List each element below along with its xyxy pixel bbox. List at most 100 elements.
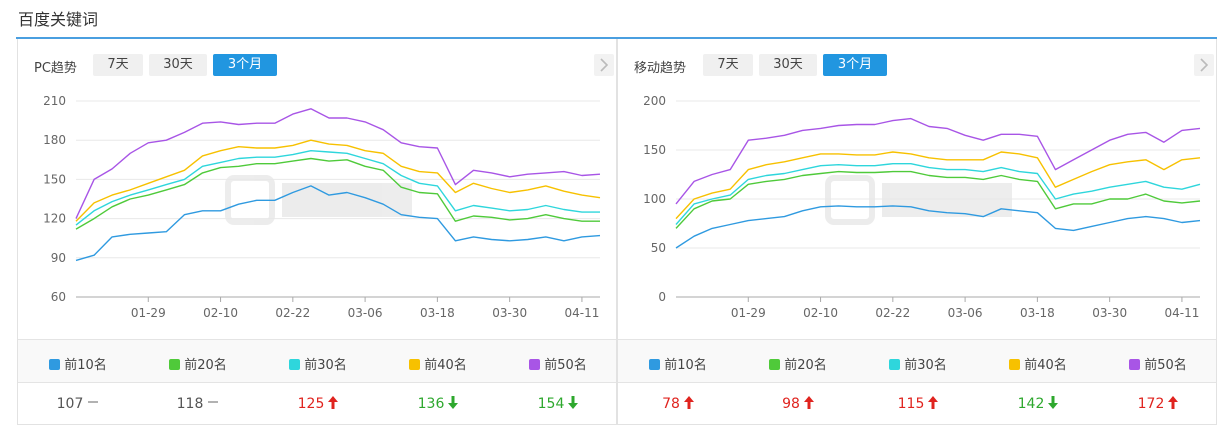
legend: 前10名 前20名 前30名 前40名 前50名 [18,339,616,383]
value-top30: 125 [258,396,378,413]
series-line-top40 [75,139,601,222]
trend-chart: 60 90 120 150 180 210 01-29 02-10 02-22 03-06 03-1… [43,94,601,320]
x-tick-label: 03-30 [492,306,527,320]
x-tick-label: 01-29 [731,306,766,320]
x-tick-label: 03-06 [948,306,983,320]
legend-swatch [889,359,901,370]
panel-header: PC趋势 7天 30天 3个月 [18,39,616,83]
current-values: 107 118 125 136 154 [18,383,616,425]
y-tick-label: 150 [43,172,66,186]
y-tick-label: 0 [658,290,666,304]
legend-label: 前50名 [544,358,587,373]
legend-item-top50[interactable]: 前50名 [1098,354,1217,373]
legend-swatch [169,359,181,370]
value-top50: 154 [498,396,618,413]
series-line-top30 [675,162,1201,225]
value-number: 98 [782,396,800,412]
legend-item-top30[interactable]: 前30名 [258,354,378,373]
value-number: 136 [417,396,445,412]
value-number: 107 [56,396,84,412]
legend-label: 前20名 [784,358,827,373]
legend-label: 前40名 [424,358,467,373]
legend-item-top30[interactable]: 前30名 [858,354,978,373]
arrow-down-icon [1048,396,1059,413]
chevron-right-icon [1200,58,1209,72]
range-button-2[interactable]: 3个月 [213,54,277,76]
legend-label: 前20名 [184,358,227,373]
value-top10: 107 [18,396,138,413]
x-tick-label: 02-22 [275,306,310,320]
page-title: 百度关键词 [18,10,99,29]
value-number: 115 [897,396,925,412]
value-top50: 172 [1098,396,1217,413]
legend-item-top20[interactable]: 前20名 [138,354,258,373]
series-line-top20 [675,170,1201,229]
legend-item-top50[interactable]: 前50名 [498,354,618,373]
y-tick-label: 60 [51,290,66,304]
range-button-1[interactable]: 30天 [759,54,817,76]
legend-item-top10[interactable]: 前10名 [18,354,138,373]
x-tick-label: 03-30 [1092,306,1127,320]
pc-trend-panel: PC趋势 7天 30天 3个月 60 90 120 150 180 210 01-29 02-10 02… [17,39,617,425]
arrow-down-icon [568,396,579,413]
value-number: 154 [537,396,565,412]
current-values: 78 98 115 142 172 [618,383,1216,425]
series-line-top30 [75,149,600,226]
legend-item-top10[interactable]: 前10名 [618,354,738,373]
legend: 前10名 前20名 前30名 前40名 前50名 [618,339,1216,383]
legend-item-top40[interactable]: 前40名 [378,354,498,373]
legend-item-top40[interactable]: 前40名 [978,354,1098,373]
range-button-1[interactable]: 30天 [149,54,207,76]
panel-header: 移动趋势 7天 30天 3个月 [618,39,1216,83]
x-tick-label: 04-11 [1164,306,1199,320]
x-tick-label: 02-10 [203,306,238,320]
legend-label: 前40名 [1024,358,1067,373]
value-top20: 118 [138,396,258,413]
series-line-top40 [675,151,1201,220]
next-button[interactable] [594,54,614,76]
series-line-top10 [75,185,601,262]
value-top20: 98 [738,396,858,413]
title-divider [16,37,1217,39]
arrow-up-icon [683,396,694,413]
legend-swatch [649,359,661,370]
series-line-top50 [75,108,601,219]
y-tick-label: 150 [643,143,666,157]
value-number: 142 [1017,396,1045,412]
legend-swatch [409,359,421,370]
mobile-trend-panel: 移动趋势 7天 30天 3个月 0 50 100 150 200 01-29 02-10 02-22 0… [617,39,1217,425]
legend-swatch [529,359,541,370]
legend-label: 前10名 [664,358,707,373]
series-line-top50 [675,117,1201,205]
y-tick-label: 90 [51,251,66,265]
series-line-top10 [675,205,1201,249]
legend-label: 前10名 [64,358,107,373]
watermark-icon [825,175,1012,225]
y-tick-label: 210 [43,94,66,108]
arrow-up-icon [328,396,339,413]
value-number: 118 [176,396,204,412]
x-tick-label: 02-10 [803,306,838,320]
value-number: 125 [297,396,325,412]
series-line-top20 [75,157,600,230]
x-tick-label: 01-29 [131,306,166,320]
arrow-up-icon [928,396,939,413]
y-tick-label: 120 [43,212,66,226]
range-button-0[interactable]: 7天 [703,54,753,76]
arrow-up-icon [1168,396,1179,413]
panel-label: 移动趋势 [634,61,687,76]
next-button[interactable] [1194,54,1214,76]
y-tick-label: 180 [43,133,66,147]
x-tick-label: 03-06 [348,306,383,320]
dash-icon [207,396,219,413]
chevron-right-icon [600,58,609,72]
dash-icon [87,396,99,413]
range-button-0[interactable]: 7天 [93,54,143,76]
value-top10: 78 [618,396,738,413]
value-top40: 136 [378,396,498,413]
legend-item-top20[interactable]: 前20名 [738,354,858,373]
legend-label: 前30名 [304,358,347,373]
y-tick-label: 100 [643,192,666,206]
range-button-2[interactable]: 3个月 [823,54,887,76]
legend-swatch [1129,359,1141,370]
